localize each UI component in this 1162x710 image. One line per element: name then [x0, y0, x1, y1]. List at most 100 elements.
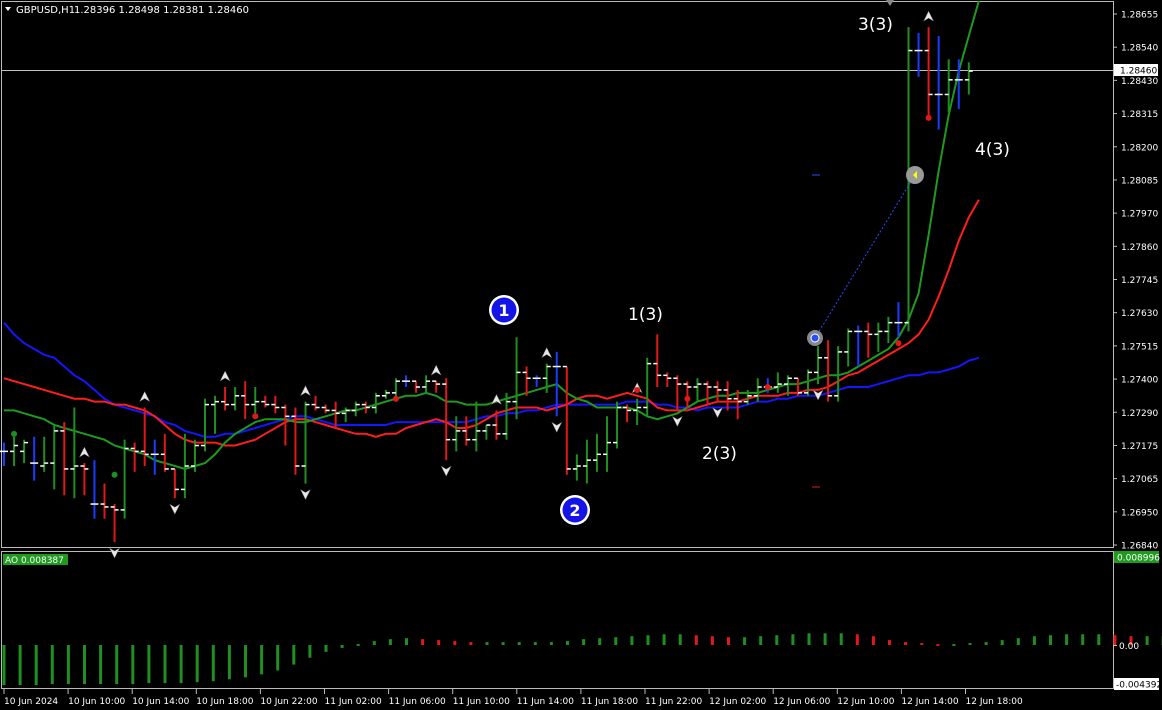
price-bar	[291, 407, 300, 475]
wave-label-4: 4(3)	[975, 140, 1010, 160]
svg-text:2: 2	[569, 501, 580, 520]
price-bar	[713, 381, 722, 402]
time-tick-label: 10 Jun 14:00	[132, 697, 189, 707]
time-tick-label: 12 Jun 14:00	[901, 697, 958, 707]
time-tick-label: 11 Jun 10:00	[453, 697, 510, 707]
price-bar	[703, 381, 712, 405]
fractal-up-icon	[78, 446, 91, 458]
main-panel-border	[1, 1, 1114, 548]
triangle-down-icon[interactable]	[5, 7, 11, 11]
price-bar	[60, 422, 69, 496]
price-tick-label: 1.28430	[1121, 77, 1158, 87]
fractal-down-icon	[169, 503, 181, 515]
time-tick-label: 11 Jun 06:00	[389, 697, 446, 707]
price-bar	[793, 377, 802, 396]
price-tick-label: 1.26840	[1121, 542, 1158, 552]
circle-label-2: 2	[560, 495, 590, 525]
price-bar	[884, 316, 893, 344]
fractal-down-icon	[551, 421, 563, 433]
price-bar	[894, 302, 903, 338]
signal-dot	[764, 384, 771, 391]
price-bar	[562, 365, 571, 475]
price-bar	[231, 387, 240, 411]
projection-line	[814, 174, 916, 339]
top-marker-icon	[886, 0, 894, 6]
price-bar	[371, 392, 380, 414]
fractal-down-icon	[671, 415, 683, 427]
price-bar	[693, 378, 702, 402]
price-bar	[221, 387, 230, 411]
price-bar	[130, 442, 139, 472]
price-bar	[864, 322, 873, 358]
fractal-down-icon	[299, 488, 312, 501]
signal-dot	[11, 430, 18, 437]
price-bar	[0, 442, 8, 467]
price-bar	[542, 363, 551, 393]
price-bar	[613, 401, 622, 449]
price-bar	[391, 378, 400, 399]
price-bar	[201, 398, 209, 452]
price-tick-label: 1.28540	[1121, 44, 1158, 54]
price-bar	[100, 483, 109, 519]
signal-dot	[895, 340, 902, 347]
price-bar	[733, 389, 742, 420]
signal-dots	[11, 114, 932, 478]
price-bar	[934, 35, 943, 130]
price-bar	[552, 351, 561, 417]
price-bar	[321, 404, 330, 414]
price-bar	[40, 436, 49, 472]
price-bar	[924, 27, 933, 118]
price-axis: 1.28655 1.28540 1.28430 1.28315 1.28200 1.280…	[1113, 11, 1158, 552]
wave-label-1: 1(3)	[628, 305, 663, 325]
fractal-down-icon	[711, 406, 724, 419]
ao-min-box	[1114, 678, 1159, 690]
price-bar	[331, 401, 340, 428]
price-tick-label: 1.28655	[1121, 11, 1158, 21]
ao-max-box	[1114, 551, 1159, 563]
fractal-up-icon	[299, 385, 312, 397]
fractal-down-icon	[108, 547, 121, 559]
time-tick-label: 10 Jun 18:00	[196, 697, 253, 707]
price-bar	[824, 340, 833, 402]
price-bar	[70, 407, 79, 499]
price-bar	[442, 378, 451, 461]
price-bar	[150, 439, 159, 475]
price-bar	[452, 416, 461, 452]
price-bar	[492, 410, 501, 440]
ao-panel-border	[1, 551, 1114, 689]
signal-dot	[392, 395, 399, 402]
time-tick-label: 12 Jun 02:00	[709, 697, 766, 707]
time-tick-label: 11 Jun 02:00	[325, 697, 382, 707]
price-bar	[361, 401, 370, 414]
time-tick-label: 11 Jun 22:00	[645, 697, 702, 707]
price-bar	[482, 424, 491, 440]
price-bar	[834, 346, 843, 402]
time-axis: 10 Jun 2024 10 Jun 10:00 10 Jun 14:00 10 Ju…	[3, 689, 1023, 707]
ma-red-line	[3, 199, 980, 447]
ohlc-label: 1.28396 1.28498 1.28381 1.28460	[74, 5, 249, 16]
price-bar	[170, 468, 179, 499]
price-bar	[281, 404, 290, 446]
price-bar	[582, 439, 591, 484]
price-bar	[432, 380, 441, 393]
price-bar	[341, 407, 350, 423]
price-tick-label: 1.28085	[1121, 176, 1158, 186]
price-bars	[0, 27, 973, 543]
price-tick-label: 1.27065	[1121, 475, 1158, 485]
price-bar	[653, 334, 662, 388]
price-tick-label: 1.27970	[1121, 210, 1158, 220]
signal-dot	[634, 386, 641, 393]
price-tick-label: 1.28200	[1121, 143, 1158, 153]
price-bar	[351, 401, 360, 417]
price-bar	[90, 460, 99, 519]
fractal-up-icon	[430, 364, 442, 376]
price-bar	[271, 395, 280, 414]
price-bar	[402, 375, 410, 388]
price-bar	[110, 504, 119, 543]
signal-dot	[925, 114, 932, 121]
price-bar	[462, 416, 471, 446]
price-bar	[814, 346, 823, 385]
signal-dot	[111, 471, 118, 478]
price-tick-label: 1.27175	[1121, 442, 1158, 452]
